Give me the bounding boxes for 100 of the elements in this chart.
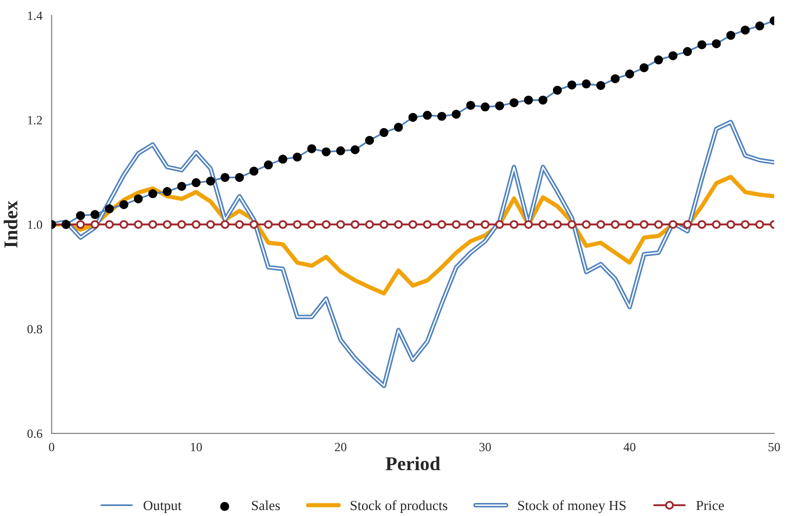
point — [235, 220, 244, 229]
point — [365, 136, 374, 145]
point — [307, 144, 316, 154]
point — [119, 220, 128, 229]
point — [394, 122, 403, 132]
point — [466, 100, 476, 110]
x-tick-label: 0 — [48, 442, 54, 452]
point — [712, 220, 721, 229]
point — [610, 74, 620, 84]
point — [379, 128, 388, 138]
legend-label: Price — [696, 500, 724, 510]
point — [234, 172, 244, 182]
point — [307, 220, 316, 229]
point — [249, 166, 258, 176]
point — [250, 220, 258, 229]
point — [278, 220, 288, 229]
point — [712, 39, 721, 48]
y-tick-label: 0.6 — [27, 429, 42, 438]
x-tick-label: 40 — [624, 442, 636, 452]
point — [538, 96, 548, 105]
point — [553, 220, 562, 229]
point — [76, 220, 85, 229]
y-tick-label: 1.2 — [28, 116, 42, 124]
point — [192, 178, 201, 188]
point — [596, 220, 606, 229]
point — [625, 220, 634, 229]
point — [683, 220, 692, 229]
point — [220, 220, 230, 229]
point — [192, 220, 200, 229]
point — [76, 211, 86, 220]
point — [552, 86, 562, 95]
legend-label: Stock of money HS — [518, 500, 626, 514]
point — [90, 210, 100, 220]
point — [610, 220, 620, 229]
point — [220, 172, 230, 182]
point — [206, 176, 216, 186]
point — [336, 146, 346, 156]
point — [104, 204, 114, 214]
point — [90, 220, 100, 229]
point — [567, 80, 576, 90]
point — [437, 112, 446, 121]
y-tick-label: 1.4 — [28, 12, 42, 20]
point — [408, 112, 418, 122]
point — [422, 220, 432, 229]
point — [582, 79, 591, 88]
point — [119, 200, 128, 210]
point — [105, 220, 114, 229]
point — [726, 220, 736, 229]
point — [278, 154, 288, 164]
point — [350, 145, 360, 154]
point — [452, 110, 461, 119]
point — [264, 160, 273, 170]
x-tick-label: 20 — [334, 442, 346, 452]
point — [510, 98, 519, 108]
point — [162, 187, 172, 196]
point — [408, 220, 418, 229]
point — [206, 220, 215, 229]
point — [422, 110, 432, 120]
point — [336, 220, 346, 229]
point — [740, 26, 750, 35]
y-tick-label: 0.8 — [27, 324, 42, 334]
point — [177, 220, 186, 229]
point — [538, 220, 548, 229]
point — [322, 147, 331, 156]
point — [162, 220, 172, 229]
point — [510, 220, 518, 229]
point — [480, 102, 490, 112]
point — [264, 220, 273, 229]
point — [380, 220, 388, 229]
legend-label: Output — [144, 500, 182, 514]
point — [755, 21, 764, 30]
point — [567, 220, 576, 229]
point — [640, 63, 649, 72]
point — [148, 189, 158, 198]
point — [668, 220, 678, 229]
x-tick-label: 10 — [190, 442, 202, 452]
point — [350, 220, 360, 229]
point — [524, 220, 533, 229]
point — [740, 220, 750, 229]
point — [698, 220, 706, 229]
y-axis-title: Index — [4, 200, 18, 248]
x-tick-label: 50 — [768, 442, 780, 452]
point — [524, 96, 533, 105]
point — [625, 69, 634, 78]
point — [495, 220, 504, 229]
point — [654, 55, 664, 64]
point — [755, 220, 764, 229]
x-tick-label: 30 — [479, 442, 491, 452]
point — [682, 47, 692, 56]
point — [177, 182, 186, 191]
point — [726, 30, 736, 40]
point — [148, 220, 158, 229]
point — [668, 51, 678, 60]
point — [495, 101, 504, 110]
legend-label: Stock of products — [350, 500, 448, 514]
point — [292, 220, 302, 229]
point — [697, 40, 706, 50]
point — [365, 220, 374, 229]
point — [437, 220, 446, 229]
point — [394, 220, 403, 229]
